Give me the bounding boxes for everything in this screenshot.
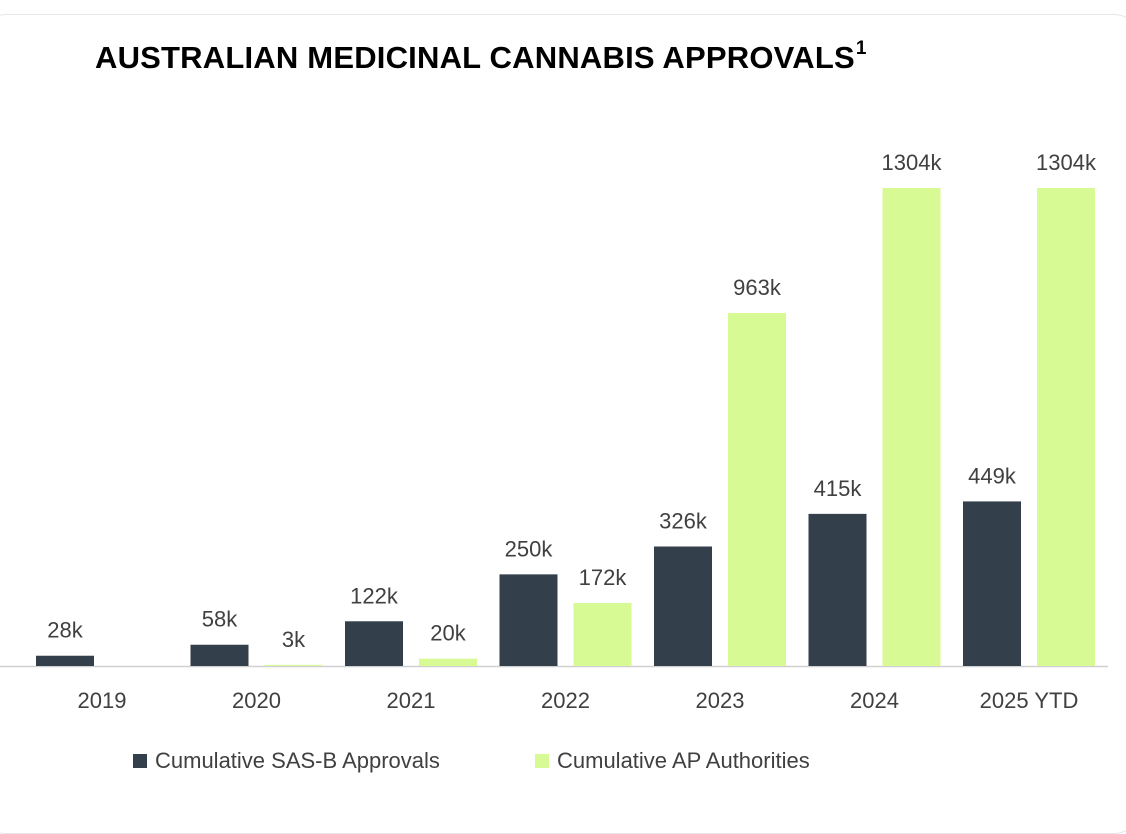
bar-chart: 28k 2019 58k 3k 2020 122k 20k 2021 250k 172k 2022 3… [0,150,1108,713]
legend-swatch-sas-b [133,754,147,768]
bar-ap-2025-ytd [1037,188,1095,666]
x-tick-label: 2022 [541,688,590,713]
bar-ap-2023 [728,312,786,666]
data-label-sas-b-2021: 122k [350,583,399,608]
data-label-ap-2022: 172k [579,565,628,590]
x-tick-label: 2021 [387,688,436,713]
bar-sas-b-2020 [190,644,249,666]
bar-sas-b-2025-ytd [963,501,1021,666]
chart-title-text: AUSTRALIAN MEDICINAL CANNABIS APPROVALS [95,40,855,75]
bar-ap-2024 [882,188,941,666]
legend-swatch-ap [535,754,549,768]
bar-ap-2020 [264,664,323,666]
data-label-ap-2020: 3k [282,627,306,652]
x-tick-label: 2019 [78,688,127,713]
bar-sas-b-2024 [808,513,867,666]
data-label-sas-b-2019: 28k [47,618,83,643]
x-tick-label: 2020 [232,688,281,713]
bar-ap-2022 [573,602,632,666]
data-label-ap-2023: 963k [733,275,782,300]
bar-ap-2021 [419,658,477,666]
bar-sas-b-2022 [499,574,558,666]
x-tick-label: 2025 YTD [980,688,1079,713]
data-label-ap-2024: 1304k [882,150,943,175]
chart-legend: Cumulative SAS-B Approvals Cumulative AP… [0,744,1126,778]
bar-sas-b-2021 [345,621,403,666]
data-label-ap-2021: 20k [430,621,466,646]
legend-item-sas-b: Cumulative SAS-B Approvals [133,744,440,778]
x-tick-label: 2024 [850,688,899,713]
data-label-sas-b-2025-ytd: 449k [968,463,1017,488]
x-tick-label: 2023 [696,688,745,713]
bar-sas-b-2023 [654,546,712,666]
data-label-sas-b-2020: 58k [202,607,238,632]
legend-item-ap: Cumulative AP Authorities [535,744,810,778]
data-label-sas-b-2023: 326k [659,509,708,534]
title-footnote-marker: 1 [855,38,867,59]
bar-sas-b-2019 [36,655,94,666]
legend-label-sas-b: Cumulative SAS-B Approvals [155,748,440,773]
data-label-sas-b-2022: 250k [505,536,554,561]
chart-title: AUSTRALIAN MEDICINAL CANNABIS APPROVALS1 [95,38,867,76]
data-label-sas-b-2024: 415k [814,476,863,501]
legend-label-ap: Cumulative AP Authorities [557,748,810,773]
data-label-ap-2025-ytd: 1304k [1036,150,1097,175]
